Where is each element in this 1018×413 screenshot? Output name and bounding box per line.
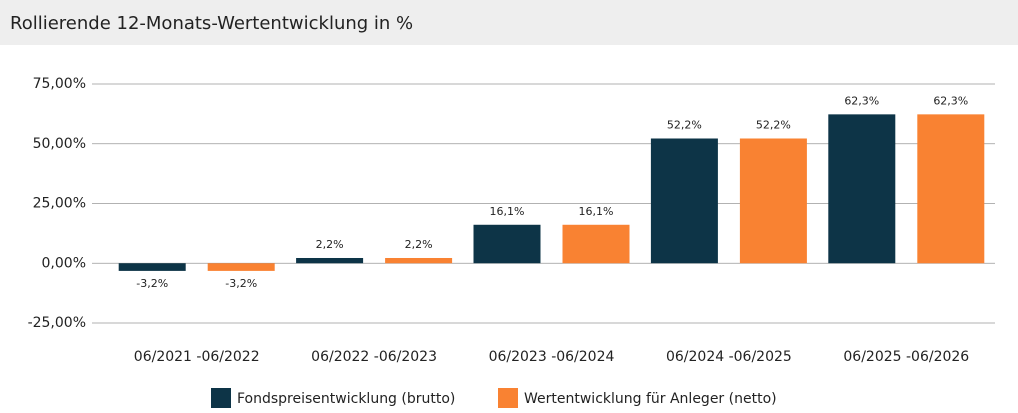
y-tick-label: 25,00%: [33, 196, 86, 212]
x-tick-label: 06/2021 -06/2022: [134, 349, 260, 365]
bar: [296, 257, 364, 264]
data-label: -3,2%: [225, 277, 257, 290]
data-label: 2,2%: [405, 238, 433, 251]
data-label: 2,2%: [316, 238, 344, 251]
bar: [385, 257, 453, 264]
x-tick-label: 06/2025 -06/2026: [843, 349, 969, 365]
bar: [650, 138, 718, 264]
data-label: 16,1%: [579, 205, 614, 218]
bar: [828, 114, 896, 264]
data-label: -3,2%: [136, 277, 168, 290]
bar: [917, 114, 985, 264]
data-label: 52,2%: [667, 118, 702, 131]
legend-swatch: [211, 388, 231, 408]
x-tick-label: 06/2024 -06/2025: [666, 349, 792, 365]
legend-label: Fondspreisentwicklung (brutto): [237, 391, 455, 407]
data-label: 62,3%: [844, 94, 879, 107]
y-tick-label: 50,00%: [33, 136, 86, 152]
data-label: 52,2%: [756, 118, 791, 131]
chart-title: Rollierende 12-Monats-Wertentwicklung in…: [10, 13, 413, 34]
bar: [562, 224, 630, 264]
bar: [207, 263, 275, 271]
x-tick-label: 06/2023 -06/2024: [489, 349, 615, 365]
legend-swatch: [498, 388, 518, 408]
data-label: 62,3%: [933, 94, 968, 107]
bar: [473, 224, 541, 264]
bar: [118, 263, 186, 271]
y-tick-label: 0,00%: [42, 255, 86, 271]
bar: [739, 138, 807, 264]
y-tick-label: 75,00%: [33, 76, 86, 92]
y-tick-label: -25,00%: [28, 315, 86, 331]
legend-label: Wertentwicklung für Anleger (netto): [524, 391, 777, 407]
x-tick-label: 06/2022 -06/2023: [311, 349, 437, 365]
title-bar: [0, 0, 1018, 45]
data-label: 16,1%: [490, 205, 525, 218]
